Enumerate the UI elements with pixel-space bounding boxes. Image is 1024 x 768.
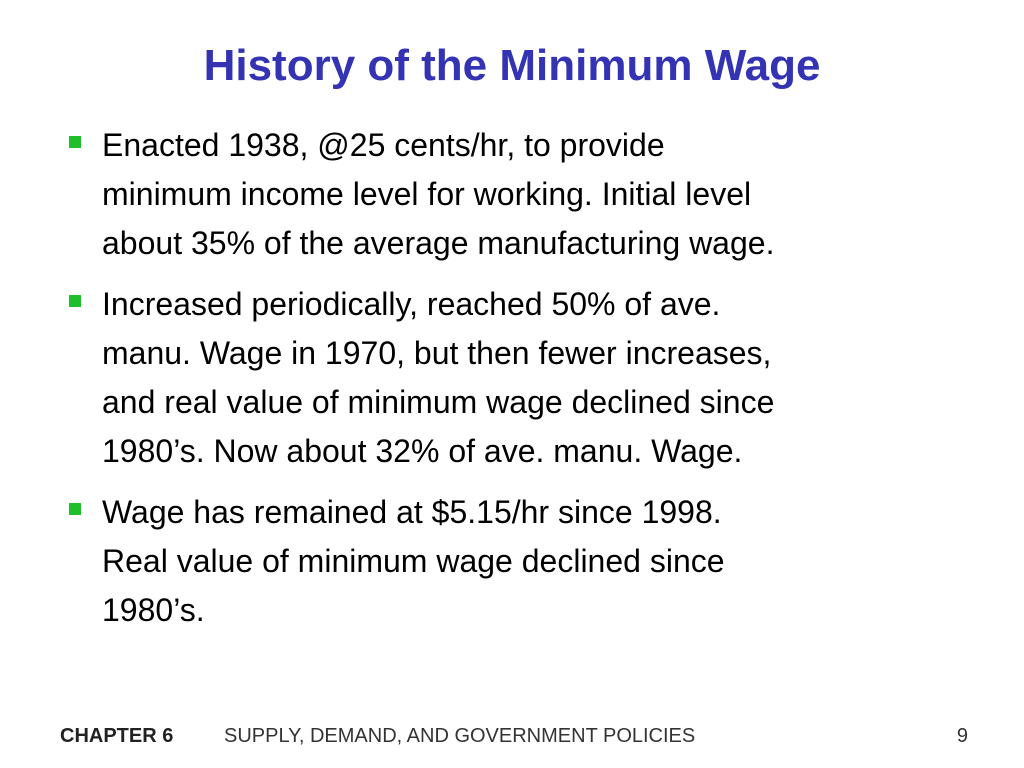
bullet-item: Wage has remained at $5.15/hr since 1998… <box>66 488 966 635</box>
square-bullet-icon <box>69 136 81 148</box>
bullet-text: Increased periodically, reached 50% of a… <box>102 286 775 469</box>
slide-title: History of the Minimum Wage <box>203 41 821 90</box>
bullet-text: Enacted 1938, @25 cents/hr, to provide m… <box>102 127 775 261</box>
slide-footer: CHAPTER 6 SUPPLY, DEMAND, AND GOVERNMENT… <box>60 722 980 750</box>
footer-subject: SUPPLY, DEMAND, AND GOVERNMENT POLICIES <box>224 725 696 747</box>
footer-chapter: CHAPTER 6 <box>60 725 174 747</box>
bullet-text: Wage has remained at $5.15/hr since 1998… <box>102 494 725 628</box>
bullet-list: Enacted 1938, @25 cents/hr, to provide m… <box>66 121 966 647</box>
bullet-item: Increased periodically, reached 50% of a… <box>66 280 966 476</box>
bullet-item: Enacted 1938, @25 cents/hr, to provide m… <box>66 121 966 268</box>
square-bullet-icon <box>69 295 81 307</box>
square-bullet-icon <box>69 503 81 515</box>
page-number: 9 <box>956 725 968 747</box>
